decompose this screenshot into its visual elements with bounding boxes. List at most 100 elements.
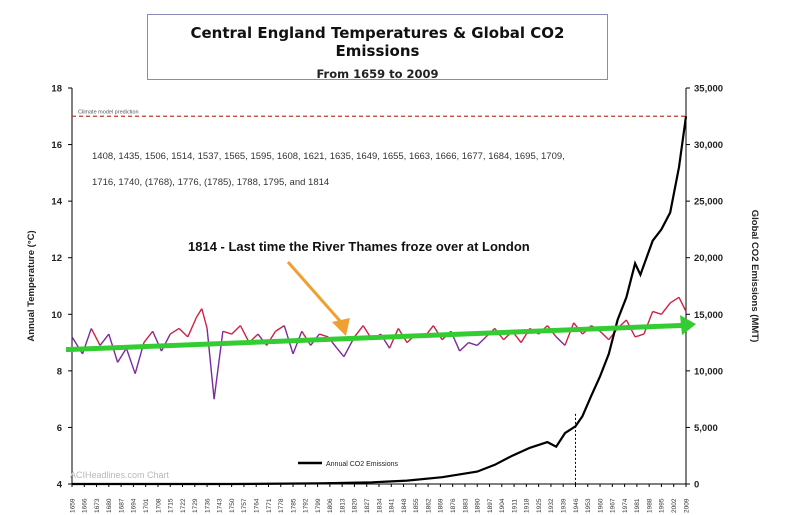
right-tick-label: 30,000 bbox=[694, 140, 723, 151]
temperature-series-segment bbox=[90, 328, 101, 346]
temperature-series-segment bbox=[459, 342, 469, 352]
x-tick-label: 1659 bbox=[69, 498, 76, 513]
temperature-series-segment bbox=[239, 325, 250, 343]
x-tick-label: 1799 bbox=[315, 498, 322, 513]
x-tick-label: 1673 bbox=[94, 498, 101, 513]
left-tick-label: 6 bbox=[57, 423, 62, 434]
temperature-series-segment bbox=[231, 325, 241, 335]
trend-arrow-shaft bbox=[65, 322, 685, 353]
temperature-series-segment bbox=[336, 347, 345, 358]
x-tick-label: 1708 bbox=[155, 498, 162, 513]
x-tick-label: 1911 bbox=[511, 499, 518, 513]
x-tick-label: 1939 bbox=[561, 498, 568, 513]
watermark: ACIHeadlines.com Chart bbox=[70, 470, 170, 480]
freeze-years-line-1: 1408, 1435, 1506, 1514, 1537, 1565, 1595… bbox=[92, 151, 565, 162]
x-tick-label: 1792 bbox=[303, 498, 310, 513]
x-tick-label: 1806 bbox=[327, 498, 334, 513]
chart-subtitle: From 1659 to 2009 bbox=[316, 67, 439, 81]
x-tick-label: 1764 bbox=[254, 498, 261, 513]
temperature-series-segment bbox=[652, 310, 662, 315]
right-tick-label: 0 bbox=[694, 480, 699, 491]
x-tick-label: 1736 bbox=[204, 498, 211, 513]
temperature-series-segment bbox=[319, 333, 329, 338]
x-tick-label: 1904 bbox=[499, 498, 506, 513]
x-tick-label: 1750 bbox=[229, 498, 236, 513]
thames-note: 1814 - Last time the River Thames froze … bbox=[188, 239, 530, 254]
temperature-series-segment bbox=[353, 325, 364, 338]
chart-title: Central England Temperatures & Global CO… bbox=[190, 24, 565, 60]
temperature-series-segment bbox=[669, 296, 680, 304]
x-tick-label: 1680 bbox=[106, 498, 113, 513]
x-tick-label: 1841 bbox=[389, 498, 396, 513]
temperature-series-segment bbox=[555, 336, 566, 346]
right-tick-label: 20,000 bbox=[694, 253, 723, 264]
x-tick-label: 1834 bbox=[376, 498, 383, 513]
temperature-series-segment bbox=[468, 341, 478, 347]
trend-arrow-head bbox=[680, 315, 696, 336]
temperature-series-segment bbox=[222, 330, 232, 335]
temperature-series-segment bbox=[160, 333, 171, 352]
left-tick-label: 4 bbox=[57, 480, 63, 491]
temperature-series-segment bbox=[143, 330, 154, 344]
right-tick-label: 5,000 bbox=[694, 423, 718, 434]
legend-co2-label: Annual CO2 Emissions bbox=[326, 461, 398, 468]
x-tick-label: 2009 bbox=[683, 498, 690, 513]
temperature-series-segment bbox=[634, 333, 645, 338]
x-tick-label: 1953 bbox=[585, 498, 592, 513]
left-tick-label: 14 bbox=[51, 197, 62, 208]
x-tick-label: 1995 bbox=[659, 498, 666, 513]
left-tick-label: 12 bbox=[51, 253, 62, 264]
temperature-series-segment bbox=[187, 316, 198, 338]
x-tick-label: 1785 bbox=[290, 498, 297, 513]
x-tick-label: 1974 bbox=[622, 498, 629, 513]
model-prediction-label: Climate model prediction bbox=[78, 109, 139, 115]
temperature-series-segment bbox=[195, 308, 203, 318]
temperature-series-segment bbox=[206, 328, 215, 400]
x-tick-label: 1925 bbox=[536, 498, 543, 513]
temperature-series-segment bbox=[564, 322, 575, 346]
x-tick-label: 1897 bbox=[487, 498, 494, 513]
temperature-series-segment bbox=[660, 302, 671, 315]
right-tick-label: 25,000 bbox=[694, 197, 723, 208]
x-tick-label: 1827 bbox=[364, 498, 371, 513]
x-tick-label: 1967 bbox=[610, 498, 617, 513]
x-tick-label: 1876 bbox=[450, 498, 457, 513]
x-tick-label: 1883 bbox=[462, 498, 469, 513]
temperature-series-segment bbox=[125, 348, 136, 374]
temperature-series-segment bbox=[201, 308, 208, 329]
x-tick-label: 1778 bbox=[278, 498, 285, 513]
x-tick-label: 2002 bbox=[671, 498, 678, 513]
left-tick-label: 10 bbox=[51, 310, 62, 321]
x-tick-label: 1960 bbox=[597, 498, 604, 513]
x-tick-label: 1715 bbox=[168, 498, 175, 513]
x-tick-label: 1757 bbox=[241, 498, 248, 513]
x-tick-label: 1988 bbox=[646, 498, 653, 513]
x-tick-label: 1855 bbox=[413, 498, 420, 513]
right-tick-label: 35,000 bbox=[694, 84, 723, 95]
x-tick-label: 1701 bbox=[143, 498, 150, 513]
x-tick-label: 1932 bbox=[548, 498, 555, 513]
y2-axis-label: Global CO2 Emissions (MMT) bbox=[749, 210, 760, 343]
orange-arrow-shaft bbox=[286, 261, 343, 323]
left-tick-label: 18 bbox=[51, 84, 62, 95]
right-tick-label: 10,000 bbox=[694, 366, 723, 377]
temperature-series-segment bbox=[275, 325, 285, 332]
temperature-series-segment bbox=[599, 330, 610, 341]
temperature-series-segment bbox=[117, 347, 127, 363]
freeze-years-line-2: 1716, 1740, (1768), 1776, (1785), 1788, … bbox=[92, 177, 329, 188]
temperature-series-segment bbox=[678, 297, 687, 312]
left-tick-label: 8 bbox=[57, 366, 62, 377]
x-tick-label: 1743 bbox=[217, 498, 224, 513]
x-tick-label: 1729 bbox=[192, 498, 199, 513]
temperature-series-segment bbox=[476, 336, 487, 346]
x-tick-label: 1666 bbox=[82, 498, 89, 513]
x-tick-label: 1862 bbox=[425, 498, 432, 513]
x-tick-label: 1918 bbox=[524, 498, 531, 513]
x-tick-label: 1820 bbox=[352, 498, 359, 513]
chart-title-box: Central England Temperatures & Global CO… bbox=[147, 14, 608, 81]
temperature-series-segment bbox=[169, 327, 180, 335]
x-tick-label: 1722 bbox=[180, 498, 187, 513]
temperature-series-segment bbox=[643, 311, 654, 335]
left-tick-label: 16 bbox=[51, 140, 62, 151]
y-axis-label: Annual Temperature (°C) bbox=[26, 230, 37, 341]
